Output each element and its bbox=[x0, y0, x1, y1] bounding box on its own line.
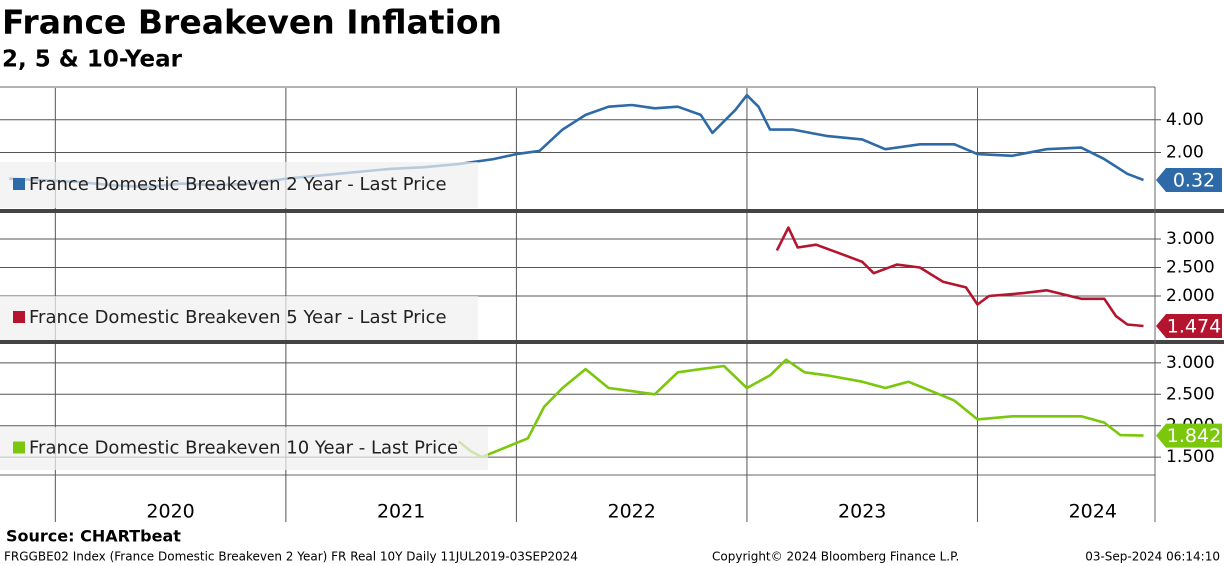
last-value-box bbox=[1156, 168, 1222, 193]
y-tick-label: 3.000 bbox=[1166, 229, 1215, 249]
chart-title: France Breakeven Inflation bbox=[2, 3, 502, 42]
last-value-label: 1.474 bbox=[1167, 315, 1221, 337]
x-tick-label: 2023 bbox=[838, 501, 886, 523]
x-tick-label: 2022 bbox=[607, 501, 655, 523]
y-tick-label: 4.00 bbox=[1166, 110, 1204, 130]
y-tick-label: 2.000 bbox=[1166, 286, 1215, 306]
last-value-label: 0.32 bbox=[1173, 170, 1215, 192]
legend-box bbox=[0, 296, 478, 340]
x-tick-label: 2020 bbox=[146, 501, 194, 523]
y-tick-label: 1.500 bbox=[1166, 447, 1215, 467]
legend-box bbox=[0, 427, 488, 470]
footer-right: 03-Sep-2024 06:14:10 bbox=[1085, 550, 1220, 564]
chart-subtitle: 2, 5 & 10-Year bbox=[2, 47, 183, 73]
legend-swatch bbox=[13, 178, 25, 190]
legend-swatch bbox=[13, 441, 25, 454]
series-line bbox=[775, 226, 1144, 328]
last-value-box bbox=[1156, 423, 1222, 448]
legend-label: France Domestic Breakeven 10 Year - Last… bbox=[29, 438, 458, 459]
legend-label: France Domestic Breakeven 2 Year - Last … bbox=[29, 174, 447, 195]
footer-center: Copyright© 2024 Bloomberg Finance L.P. bbox=[712, 550, 959, 564]
source: Source: CHARTbeat bbox=[6, 527, 181, 546]
series-line bbox=[457, 358, 1144, 459]
last-value-label: 1.842 bbox=[1167, 425, 1221, 447]
x-tick-label: 2024 bbox=[1069, 501, 1117, 523]
y-tick-label: 2.00 bbox=[1166, 143, 1204, 163]
footer-left: FRGGBE02 Index (France Domestic Breakeve… bbox=[4, 550, 578, 564]
y-tick-label: 2.500 bbox=[1166, 257, 1215, 277]
legend-label: France Domestic Breakeven 5 Year - Last … bbox=[29, 307, 447, 328]
last-value-box bbox=[1156, 313, 1222, 338]
legend-swatch bbox=[13, 311, 25, 323]
x-tick-label: 2021 bbox=[377, 501, 425, 523]
y-tick-label: 3.000 bbox=[1166, 353, 1215, 373]
legend-box bbox=[0, 162, 478, 208]
y-tick-label: 2.500 bbox=[1166, 384, 1215, 404]
